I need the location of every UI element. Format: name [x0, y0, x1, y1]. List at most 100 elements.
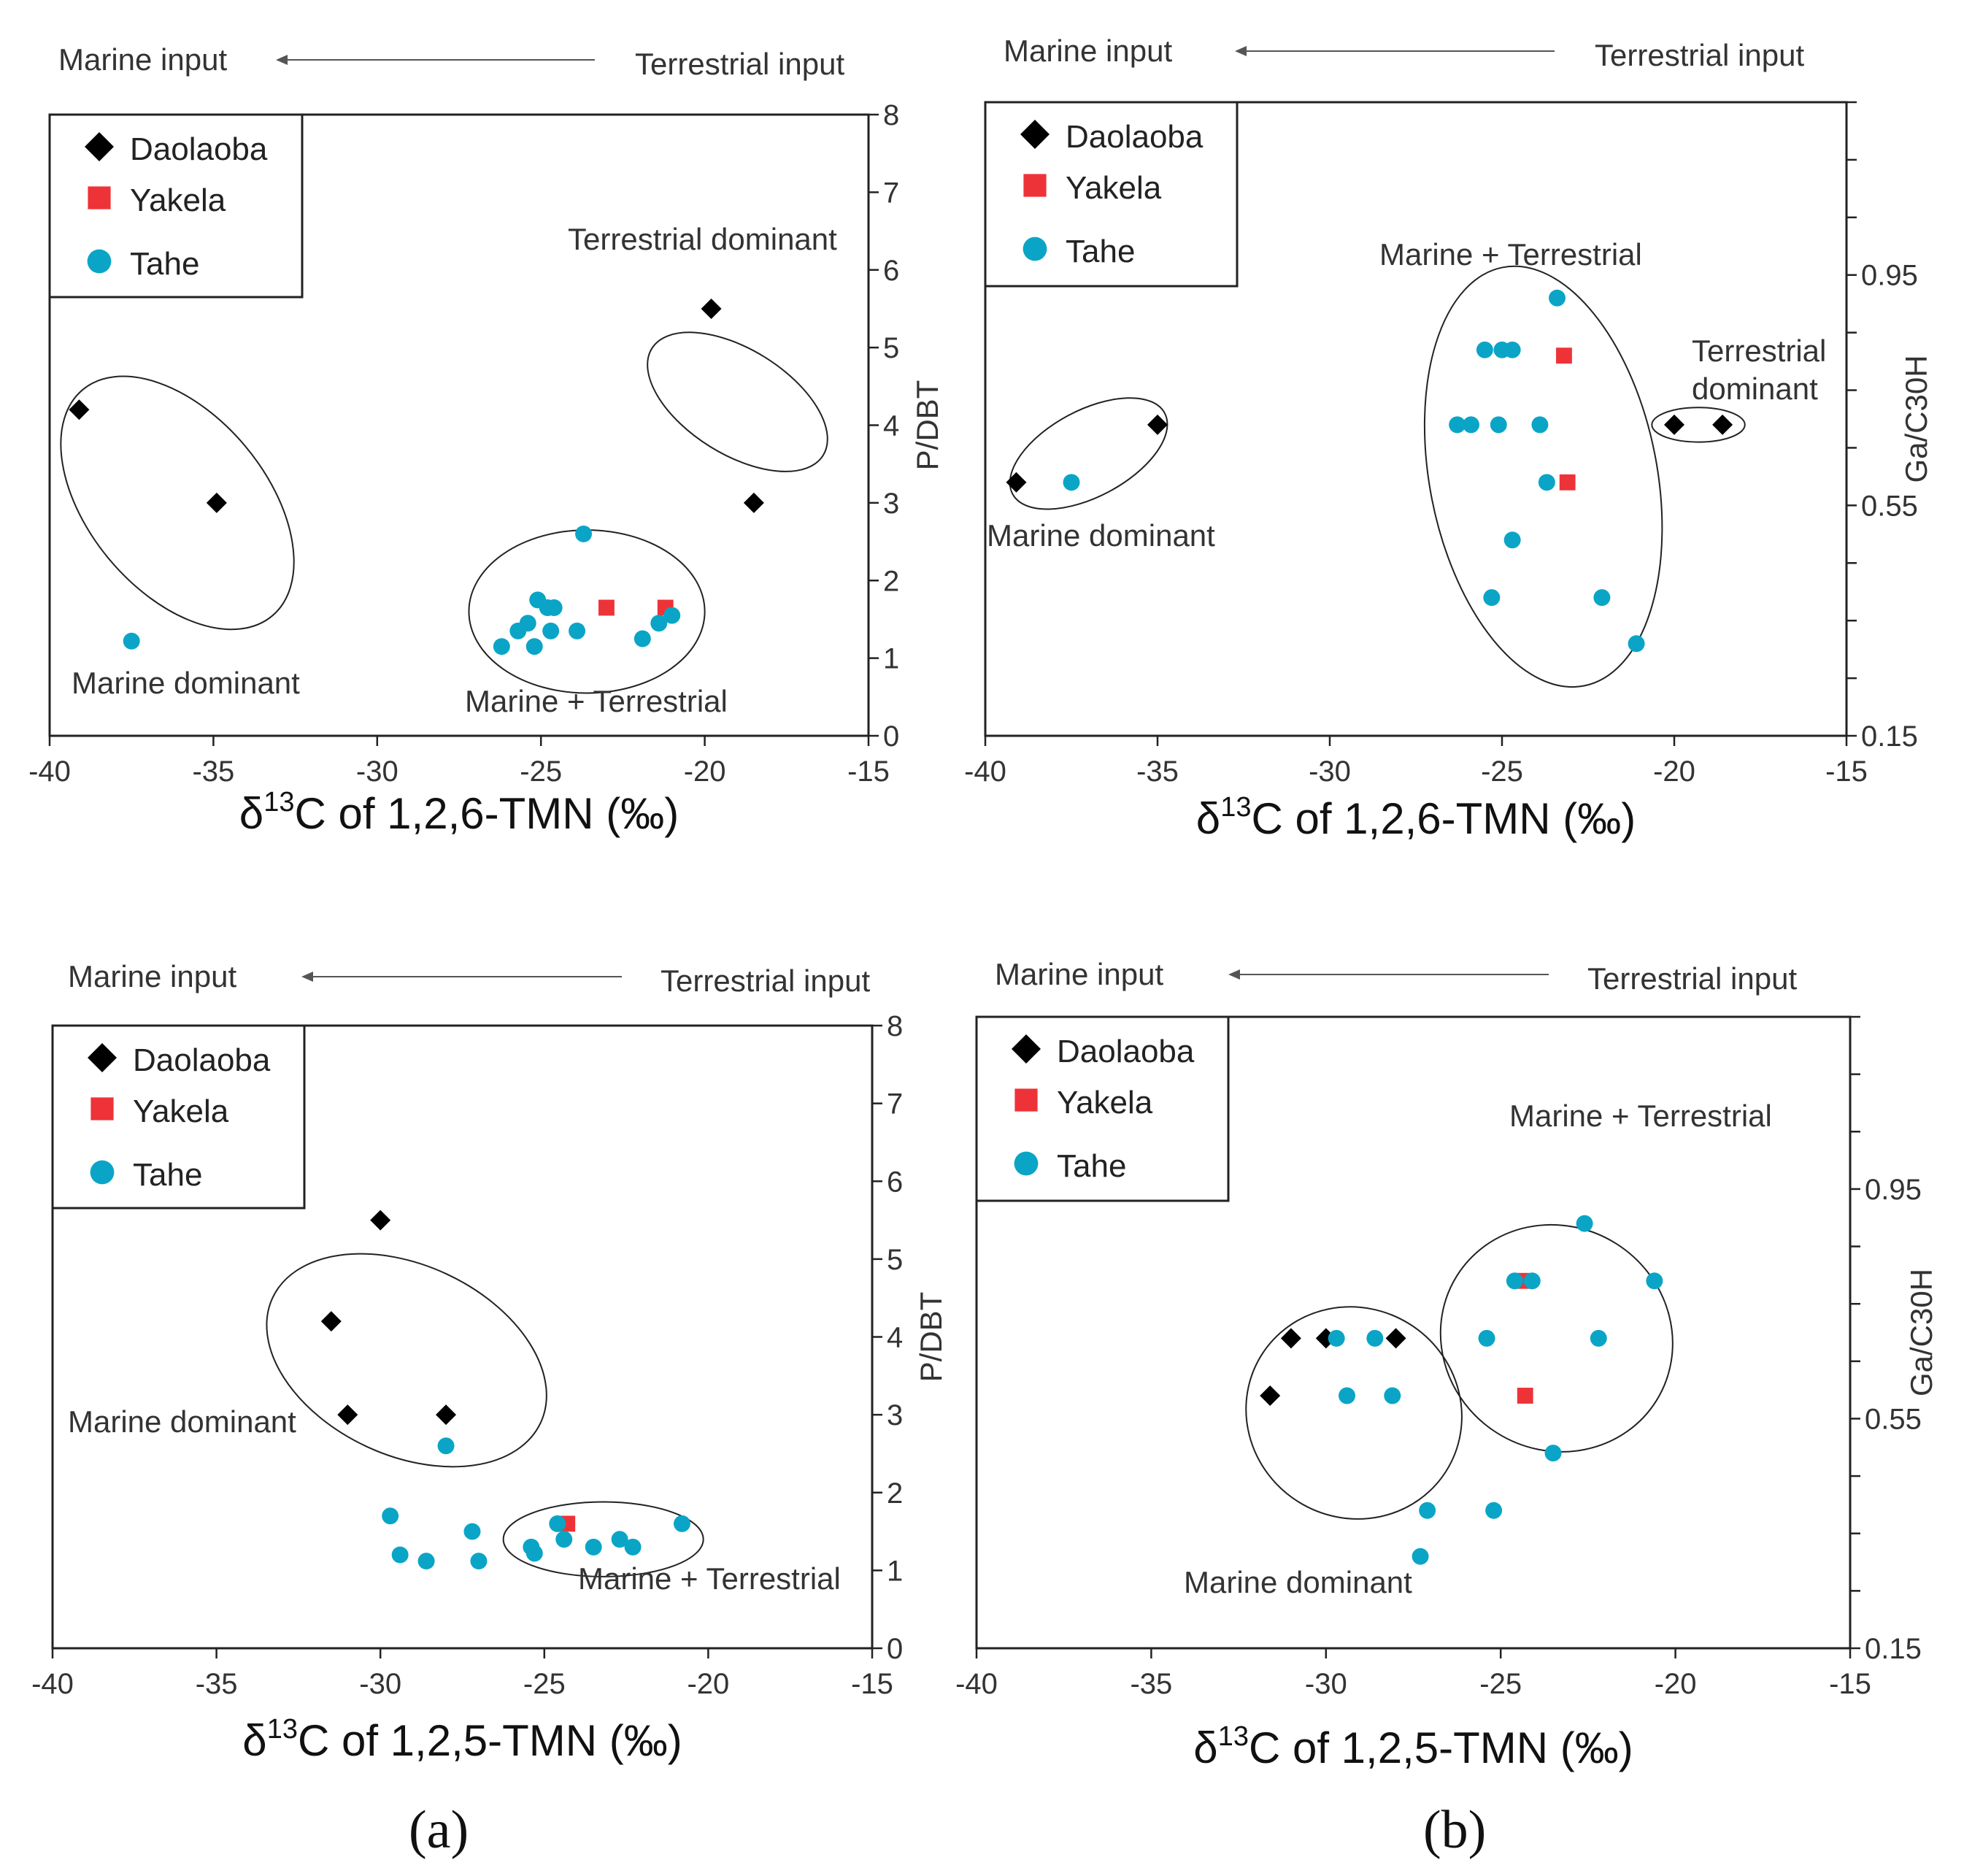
x-tick-label: -25	[1479, 1668, 1522, 1700]
group-ellipse	[1439, 1223, 1674, 1453]
terrestrial-input-label: Terrestrial input	[635, 47, 844, 81]
group-ellipse	[647, 331, 828, 472]
group-label: dominant	[1692, 372, 1818, 406]
point-tahe	[1483, 589, 1501, 607]
group-ellipse	[1245, 1306, 1463, 1520]
point-tahe	[470, 1553, 488, 1570]
y-tick-label: 6	[887, 1166, 903, 1198]
point-tahe	[1646, 1272, 1663, 1290]
point-daolaoba	[743, 492, 764, 513]
terrestrial-input-label: Terrestrial input	[1587, 961, 1797, 996]
group-label: Marine + Terrestrial	[1379, 237, 1642, 272]
group-ellipse	[1651, 407, 1746, 443]
arrow-head-icon	[1228, 969, 1240, 980]
x-tick-label: -30	[1309, 756, 1351, 788]
group-label: Marine dominant	[72, 666, 300, 700]
point-daolaoba	[1280, 1328, 1301, 1349]
caption-a: (a)	[409, 1800, 469, 1860]
y-tick-label: 0.15	[1865, 1633, 1922, 1665]
point-tahe	[549, 1515, 566, 1532]
point-tahe	[1576, 1215, 1593, 1232]
point-tahe	[382, 1507, 399, 1525]
y-axis-label: Ga/C30H	[1899, 355, 1933, 483]
point-daolaoba	[206, 492, 227, 513]
chart-a-top: -40 -35 -30 -25 -20 -150 1 2 3 4 5 6 7 8 P/DBT δ13C of …	[28, 42, 944, 838]
group-label: Marine + Terrestrial	[465, 684, 728, 718]
point-tahe	[1485, 1502, 1503, 1519]
x-tick-label: -15	[1829, 1668, 1871, 1700]
point-tahe	[493, 638, 510, 656]
point-tahe	[1476, 341, 1493, 358]
marine-input-label: Marine input	[1004, 34, 1172, 68]
point-tahe	[519, 615, 536, 632]
legend-daolaoba-icon	[88, 1043, 117, 1072]
legend-label: Daolaoba	[133, 1042, 271, 1078]
y-tick-label: 7	[887, 1088, 903, 1120]
x-tick-label: -25	[1481, 756, 1523, 788]
x-axis-label: δ13C of 1,2,6-TMN (‰)	[239, 787, 679, 838]
x-tick-label: -25	[520, 756, 562, 788]
y-tick-label: 8	[883, 99, 899, 131]
chart-a-bottom: -40 -35 -30 -25 -20 -150 1 2 3 4 5 6 7 8 P/DBT δ13C of …	[31, 959, 948, 1765]
x-tick-label: -30	[359, 1668, 401, 1700]
y-tick-label: 0.95	[1861, 260, 1918, 292]
x-tick-label: -35	[196, 1668, 238, 1700]
point-tahe	[624, 1538, 642, 1556]
group-label: Marine dominant	[1184, 1565, 1412, 1599]
group-label: Terrestrial	[1692, 334, 1826, 368]
point-daolaoba	[320, 1311, 342, 1332]
legend-yakela-icon	[91, 1097, 114, 1120]
point-daolaoba	[1385, 1328, 1406, 1349]
group-ellipse	[266, 1253, 547, 1468]
y-axis-label: P/DBT	[910, 380, 944, 471]
marine-input-label: Marine input	[995, 957, 1163, 991]
chart-b-bottom: -40 -35 -30 -25 -20 -150.15 0.55 0.95 Ga/C30H δ13…	[955, 957, 1938, 1772]
arrow-head-icon	[301, 972, 313, 982]
y-tick-label: 1	[887, 1555, 903, 1587]
point-tahe	[1590, 1329, 1607, 1347]
point-tahe	[663, 607, 681, 624]
x-tick-label: -15	[1825, 756, 1868, 788]
point-tahe	[417, 1553, 435, 1570]
terrestrial-input-label: Terrestrial input	[661, 964, 870, 998]
point-tahe	[542, 622, 560, 639]
x-tick-label: -15	[851, 1668, 893, 1700]
point-tahe	[585, 1538, 602, 1556]
y-tick-label: 5	[883, 332, 899, 364]
legend-label: Daolaoba	[1057, 1034, 1195, 1069]
y-tick-label: 0.55	[1865, 1403, 1922, 1435]
point-daolaoba	[1006, 472, 1027, 493]
y-tick-label: 0.95	[1865, 1174, 1922, 1206]
legend-tahe-icon	[87, 249, 112, 274]
point-tahe	[611, 1531, 628, 1548]
y-tick-label: 1	[883, 643, 899, 675]
x-tick-label: -35	[1136, 756, 1179, 788]
point-tahe	[1544, 1445, 1562, 1462]
x-tick-label: -30	[356, 756, 398, 788]
y-axis-label: P/DBT	[914, 1292, 948, 1383]
legend-label: Tahe	[1057, 1148, 1126, 1184]
point-tahe	[555, 1531, 573, 1548]
x-tick-label: -40	[28, 756, 71, 788]
point-tahe	[391, 1546, 409, 1564]
y-tick-label: 4	[883, 410, 899, 442]
point-tahe	[1384, 1387, 1401, 1404]
point-tahe	[1538, 474, 1555, 491]
legend-label: Daolaoba	[1066, 119, 1204, 155]
y-tick-label: 0	[883, 720, 899, 753]
legend-yakela-icon	[1023, 174, 1047, 197]
legend-label: Yakela	[133, 1093, 229, 1129]
legend-yakela-icon	[1014, 1088, 1038, 1112]
point-daolaoba	[1147, 414, 1168, 435]
x-tick-label: -25	[523, 1668, 566, 1700]
marine-input-label: Marine input	[58, 42, 227, 77]
point-daolaoba	[370, 1210, 391, 1231]
legend-label: Tahe	[133, 1157, 202, 1193]
point-tahe	[1063, 474, 1080, 491]
legend-label: Tahe	[130, 246, 199, 282]
point-tahe	[463, 1523, 481, 1540]
x-tick-label: -20	[1653, 756, 1695, 788]
group-ellipse	[502, 1501, 704, 1577]
y-tick-label: 3	[883, 488, 899, 520]
point-tahe	[1449, 416, 1466, 434]
